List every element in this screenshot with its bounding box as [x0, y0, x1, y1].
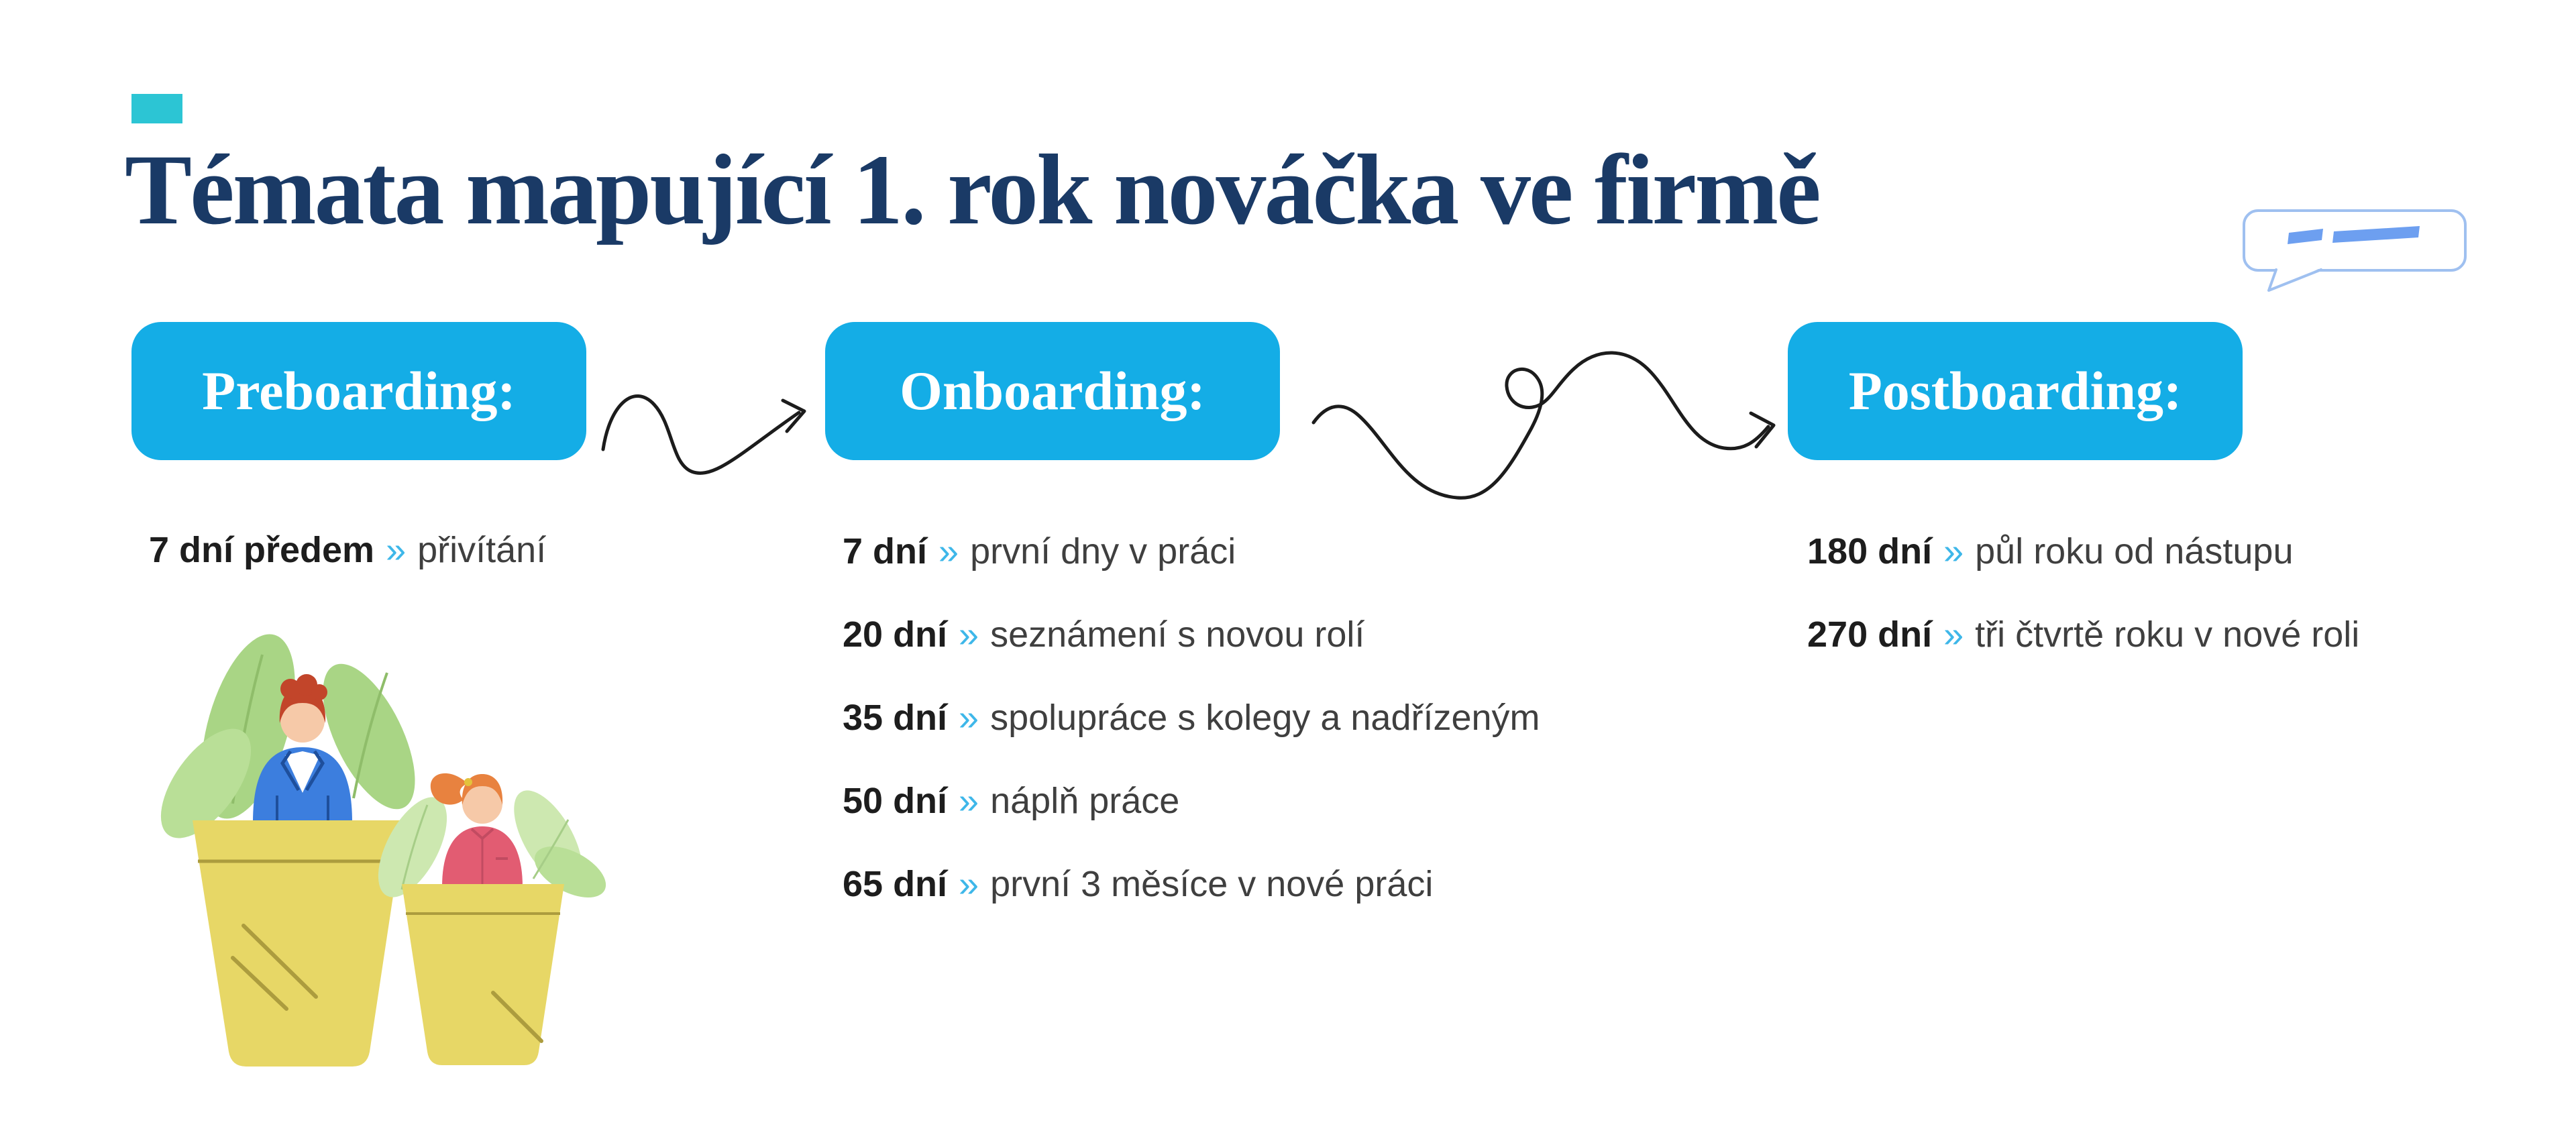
item-lead: 7 dní [843, 531, 928, 571]
item-lead: 35 dní [843, 698, 948, 738]
leaves-right [378, 790, 606, 897]
item-desc: tři čtvrtě roku v nové roli [1975, 614, 2360, 655]
man-in-suit [253, 674, 352, 826]
timeline-item: 65 dní » první 3 měsíce v nové práci [843, 861, 1540, 908]
item-lead: 180 dní [1807, 531, 1933, 571]
chevron-separator: » [1943, 531, 1964, 571]
stage-pill-postboarding: Postboarding: [1788, 322, 2243, 460]
timeline-item: 35 dní » spolupráce s kolegy a nadřízený… [843, 694, 1540, 741]
timeline-item: 50 dní » náplň práce [843, 777, 1540, 824]
item-desc: první 3 měsíce v nové práci [990, 864, 1434, 904]
item-lead: 270 dní [1807, 614, 1933, 655]
item-lead: 65 dní [843, 864, 948, 904]
chevron-separator: » [959, 781, 979, 821]
chevron-separator: » [959, 864, 979, 904]
timeline-item: 7 dní » první dny v práci [843, 528, 1540, 575]
stage-pill-onboarding: Onboarding: [825, 322, 1280, 460]
large-plant-pot [193, 820, 405, 1067]
page-title: Témata mapující 1. rok nováčka ve firmě [125, 134, 1821, 245]
squiggle-arrow-1 [601, 394, 806, 475]
item-lead: 50 dní [843, 781, 948, 821]
preboarding-list: 7 dní předem » přivítání [149, 527, 546, 610]
arrowhead [781, 398, 806, 433]
plant-pot-people-illustration [160, 634, 606, 1067]
chevron-separator: » [959, 614, 979, 655]
stage-pill-preboarding: Preboarding: [131, 322, 586, 460]
item-desc: přivítání [417, 530, 547, 570]
item-lead: 20 dní [843, 614, 948, 655]
item-desc: první dny v práci [970, 531, 1236, 571]
item-desc: spolupráce s kolegy a nadřízeným [990, 698, 1540, 738]
woman-in-shirt [430, 773, 523, 887]
chevron-separator: » [1943, 614, 1964, 655]
chevron-separator: » [959, 698, 979, 738]
item-lead: 7 dní předem [149, 530, 375, 570]
timeline-item: 20 dní » seznámení s novou rolí [843, 611, 1540, 658]
timeline-item: 270 dní » tři čtvrtě roku v nové roli [1807, 611, 2359, 658]
timeline-item: 7 dní předem » přivítání [149, 527, 546, 574]
title-accent-bar [131, 94, 182, 123]
item-desc: náplň práce [990, 781, 1180, 821]
timeline-item: 180 dní » půl roku od nástupu [1807, 528, 2359, 575]
small-plant-pot [402, 884, 564, 1065]
loop-squiggle-arrow-2 [1311, 351, 1776, 500]
speech-bubble-icon [2243, 209, 2467, 293]
item-desc: půl roku od nástupu [1975, 531, 2294, 571]
onboarding-list: 7 dní » první dny v práci 20 dní » sezná… [843, 528, 1540, 944]
postboarding-list: 180 dní » půl roku od nástupu 270 dní » … [1807, 528, 2359, 694]
item-desc: seznámení s novou rolí [990, 614, 1365, 655]
arrowhead [1749, 411, 1776, 449]
chevron-separator: » [386, 530, 407, 570]
chevron-separator: » [938, 531, 959, 571]
bubble-text-bar-small [2288, 229, 2323, 244]
bubble-text-bar-large [2332, 226, 2420, 243]
